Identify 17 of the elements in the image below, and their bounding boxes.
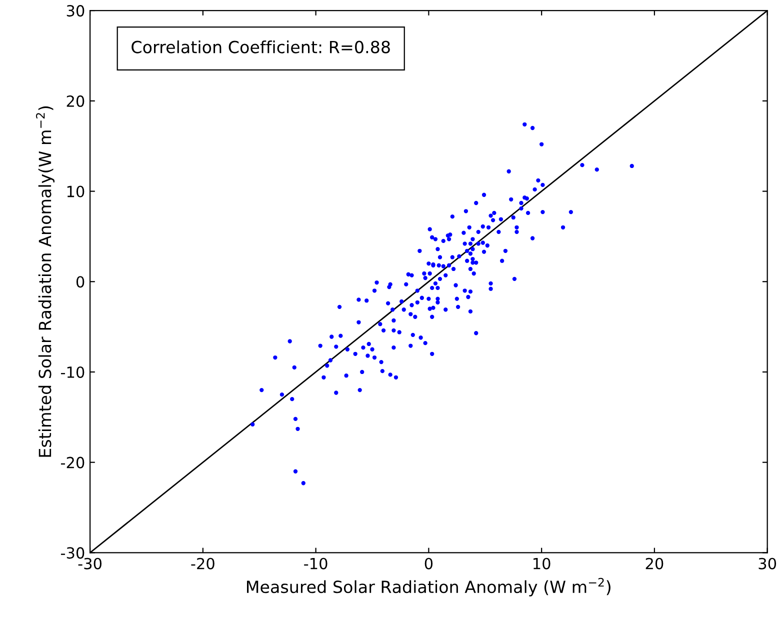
x-tick-label: -30: [78, 558, 102, 570]
x-tick-label: 20: [646, 558, 664, 570]
x-tick-label: 30: [758, 558, 776, 570]
y-tick-label: 30: [66, 5, 84, 17]
y-tick-label: -30: [60, 547, 84, 559]
annotation: Correlation Coefficient: R=0.88: [132, 40, 390, 54]
x-tick-label: -10: [304, 558, 328, 570]
y-tick-label: -20: [60, 456, 84, 468]
x-axis-title: Measured Solar Radiation Anomaly (W m$^{−2}$): [246, 578, 610, 596]
y-tick-label: 0: [76, 276, 84, 288]
x-tick-label: -20: [191, 558, 214, 570]
y-tick-label: 20: [66, 95, 84, 107]
y-tick-label: 10: [67, 186, 84, 198]
x-tick-label: 0: [424, 558, 433, 570]
x-tick-label: 10: [534, 558, 550, 570]
y-tick-label: -10: [60, 366, 84, 378]
y-axis-title: Estimted Solar Radiation Anomaly(W m$^{−2}$): [36, 106, 55, 457]
